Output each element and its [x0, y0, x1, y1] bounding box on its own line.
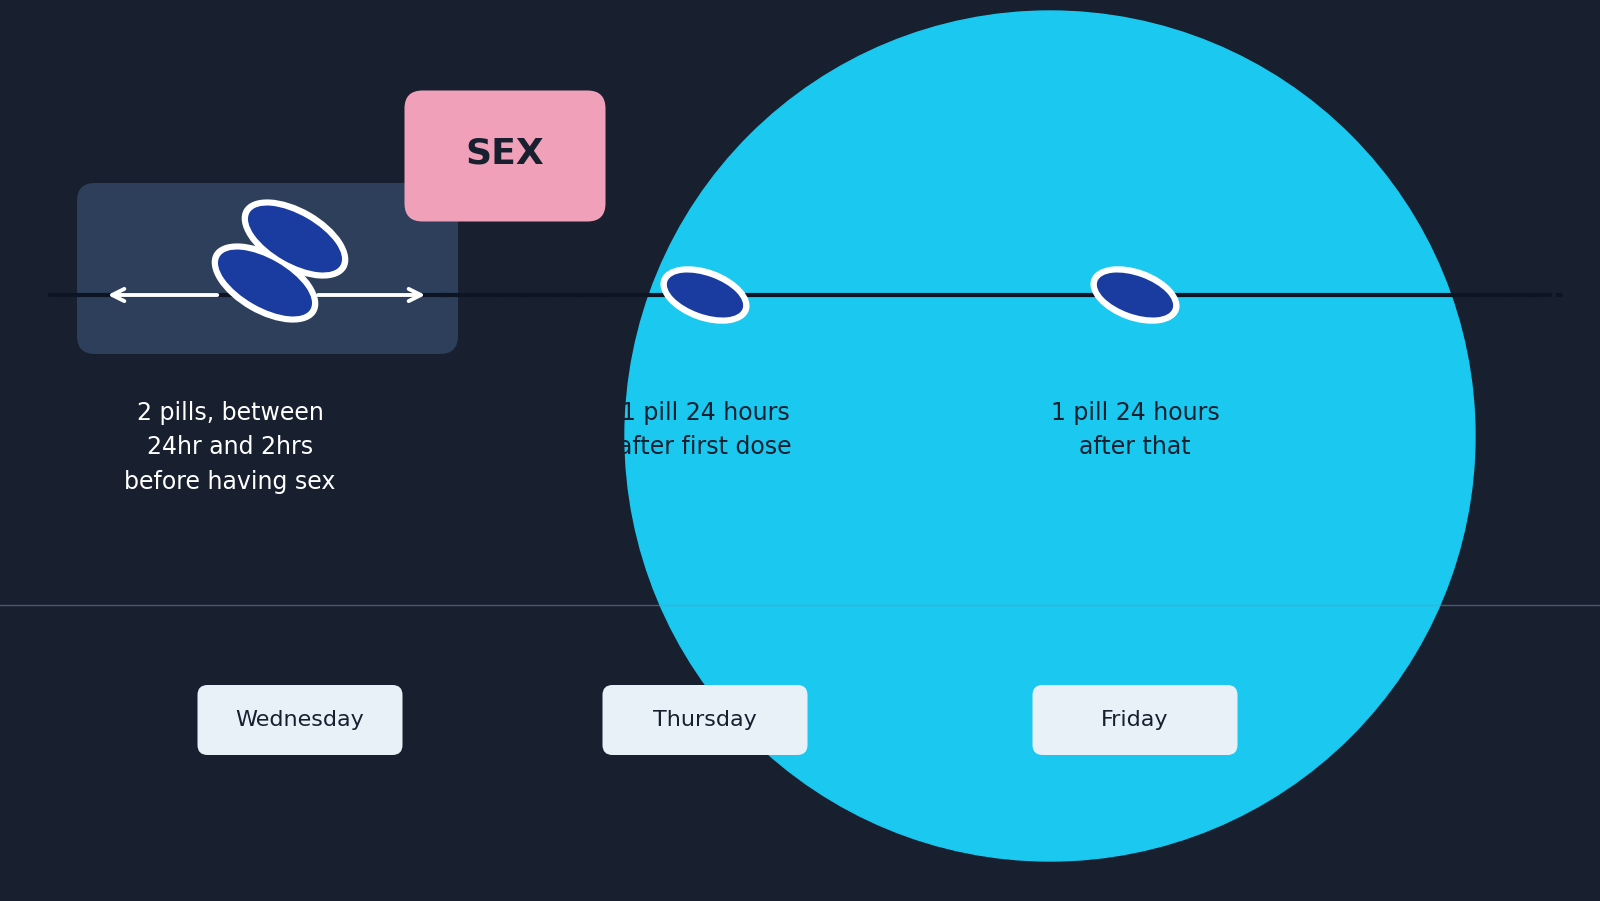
FancyBboxPatch shape	[197, 685, 403, 755]
Text: SEX: SEX	[466, 137, 544, 171]
Ellipse shape	[667, 272, 742, 317]
Text: Wednesday: Wednesday	[235, 710, 365, 730]
Ellipse shape	[661, 266, 749, 323]
Ellipse shape	[211, 243, 318, 323]
Circle shape	[626, 11, 1475, 861]
FancyBboxPatch shape	[603, 685, 808, 755]
Text: 1 pill 24 hours
after first dose: 1 pill 24 hours after first dose	[618, 401, 792, 460]
FancyBboxPatch shape	[405, 90, 605, 222]
FancyBboxPatch shape	[77, 183, 458, 354]
Text: 2 pills, between
24hr and 2hrs
before having sex: 2 pills, between 24hr and 2hrs before ha…	[125, 401, 336, 494]
Ellipse shape	[1098, 272, 1173, 317]
Text: Friday: Friday	[1101, 710, 1168, 730]
Ellipse shape	[242, 199, 349, 278]
Text: Thursday: Thursday	[653, 710, 757, 730]
FancyBboxPatch shape	[1032, 685, 1237, 755]
Ellipse shape	[218, 250, 312, 316]
Text: 1 pill 24 hours
after that: 1 pill 24 hours after that	[1051, 401, 1219, 460]
Polygon shape	[515, 205, 550, 211]
Ellipse shape	[1091, 266, 1179, 323]
Ellipse shape	[248, 205, 342, 272]
